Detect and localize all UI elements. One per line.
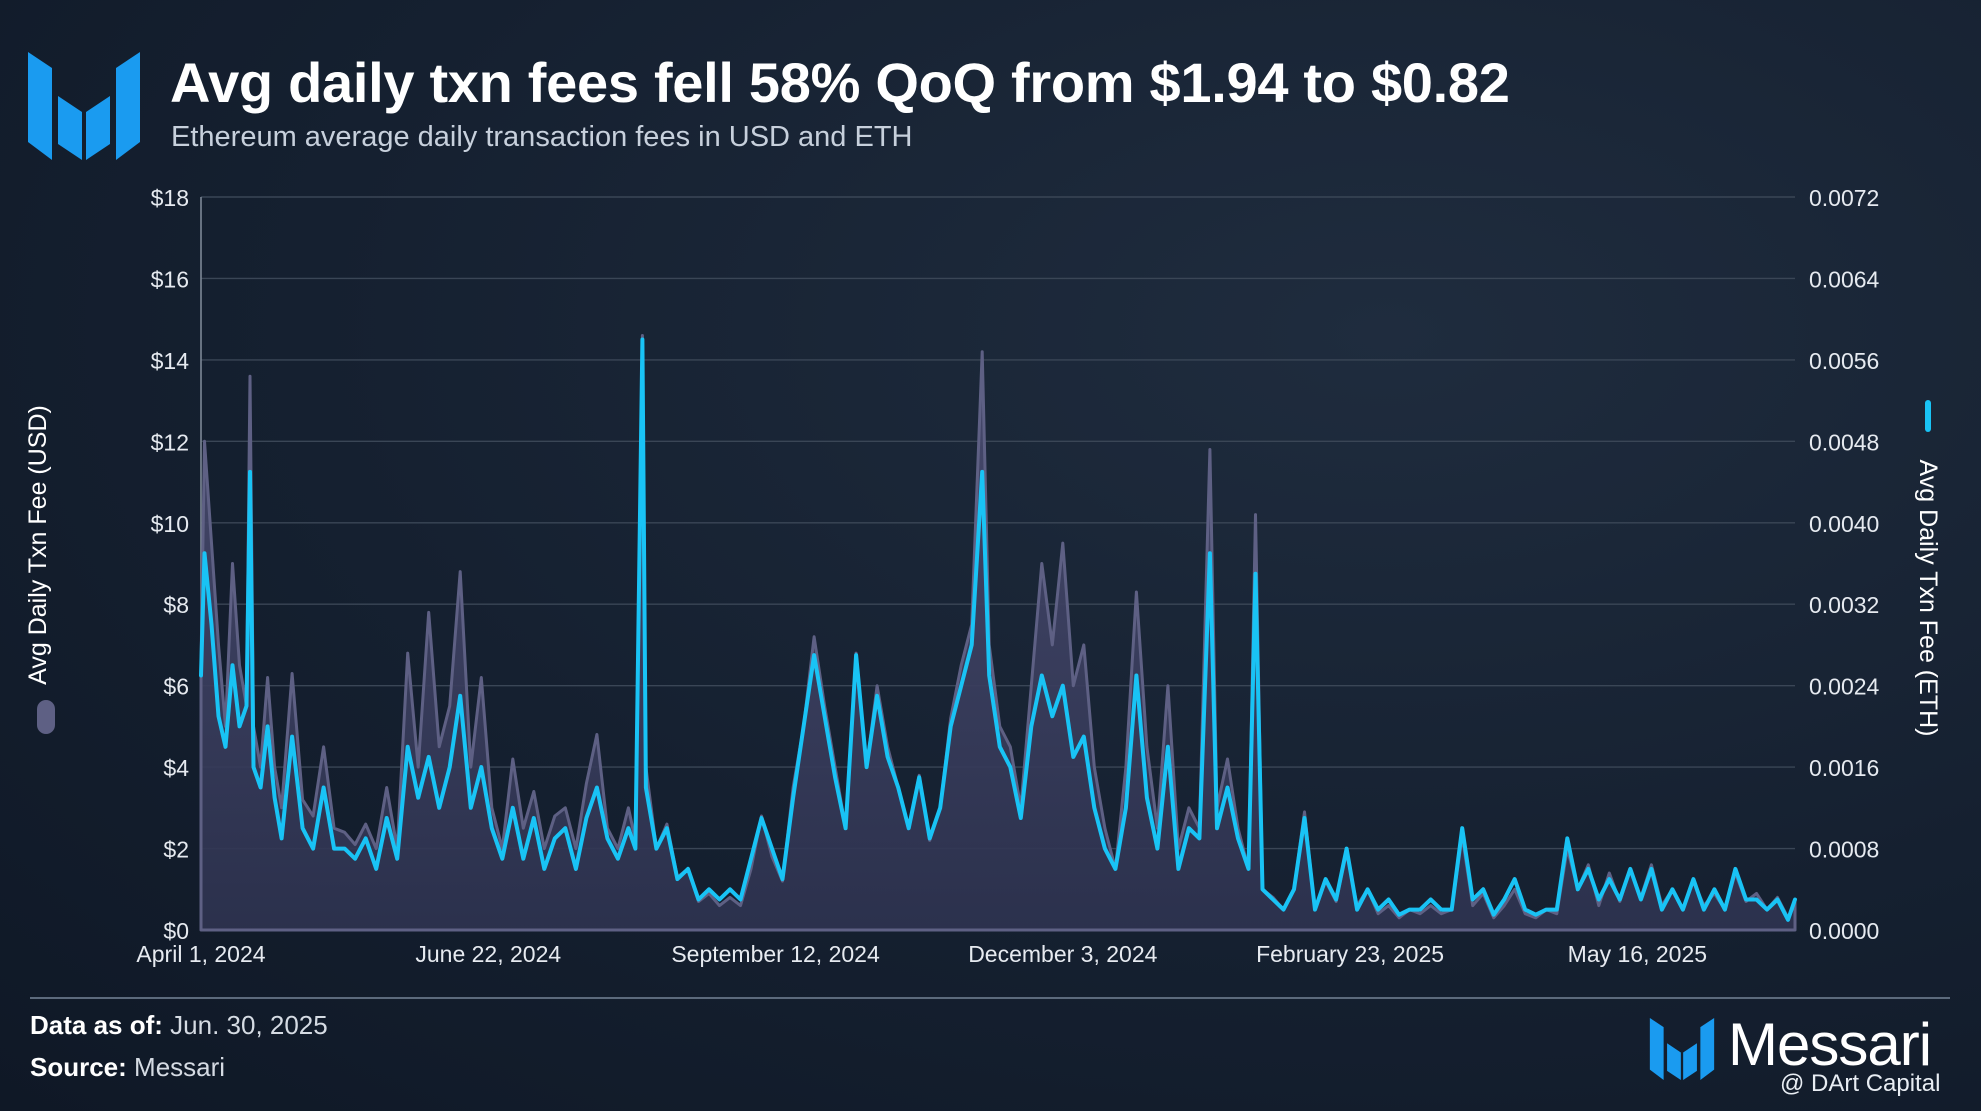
y-tick-label-left: $0 xyxy=(163,918,189,944)
y-tick-label-right: 0.0016 xyxy=(1809,755,1879,781)
logo-bar-left xyxy=(28,52,52,160)
y-tick-label-right: 0.0008 xyxy=(1809,837,1879,863)
chart-title: Avg daily txn fees fell 58% QoQ from $1.… xyxy=(170,51,1510,114)
y-tick-label-left: $8 xyxy=(163,592,189,618)
x-tick-label: September 12, 2024 xyxy=(671,941,880,967)
logo-bar-mid-right xyxy=(86,96,110,160)
source-value: Messari xyxy=(134,1052,226,1082)
y-tick-label-left: $16 xyxy=(151,266,189,292)
y-tick-label-left: $6 xyxy=(163,674,189,700)
y-tick-label-right: 0.0032 xyxy=(1809,592,1879,618)
x-tick-label: May 16, 2025 xyxy=(1568,941,1707,967)
legend-marker-usd xyxy=(37,700,55,734)
y-tick-label-right: 0.0048 xyxy=(1809,429,1879,455)
messari-logo-icon xyxy=(28,52,140,160)
y-axis-title-left: Avg Daily Txn Fee (USD) xyxy=(24,405,52,685)
messari-brand-icon xyxy=(1649,1018,1715,1080)
y-tick-label-left: $4 xyxy=(163,755,189,781)
y-tick-label-right: 0.0040 xyxy=(1809,511,1879,537)
y-tick-label-left: $12 xyxy=(151,429,189,455)
y-tick-label-left: $2 xyxy=(163,837,189,863)
y-tick-label-left: $18 xyxy=(151,185,189,211)
y-tick-label-right: 0.0056 xyxy=(1809,348,1879,374)
y-tick-label-right: 0.0000 xyxy=(1809,918,1879,944)
footer-divider xyxy=(30,997,1950,999)
y-tick-label-right: 0.0024 xyxy=(1809,674,1880,700)
source-label: Source: xyxy=(30,1052,127,1082)
legend-marker-eth xyxy=(1925,400,1931,432)
logo-bar-mid-left xyxy=(58,96,82,160)
usd-series-area xyxy=(199,334,1797,932)
x-tick-label: February 23, 2025 xyxy=(1256,941,1444,967)
chart-subtitle: Ethereum average daily transaction fees … xyxy=(171,121,913,153)
data-as-of: Data as of: Jun. 30, 2025 xyxy=(30,1010,328,1041)
source-line: Source: Messari xyxy=(30,1052,225,1083)
x-tick-label: December 3, 2024 xyxy=(968,941,1157,967)
logo-bar-right xyxy=(116,52,140,160)
y-tick-label-right: 0.0072 xyxy=(1809,185,1879,211)
watermark-text: @ DArt Capital xyxy=(1780,1070,1941,1097)
data-as-of-value: Jun. 30, 2025 xyxy=(170,1010,328,1040)
y-tick-label-right: 0.0064 xyxy=(1809,266,1880,292)
y-tick-label-left: $10 xyxy=(151,511,189,537)
data-as-of-label: Data as of: xyxy=(30,1010,163,1040)
eth-series-line xyxy=(199,337,1797,922)
fee-chart: $0 0.0000 $2 0.0008 $4 0.0016 $6 0.0024 $8 0.0032… xyxy=(24,185,1942,967)
x-tick-label: June 22, 2024 xyxy=(415,941,561,967)
x-tick-label: April 1, 2024 xyxy=(136,941,265,967)
y-axis-title-right: Avg Daily Txn Fee (ETH) xyxy=(1914,460,1942,737)
y-tick-label-left: $14 xyxy=(151,348,190,374)
brand-name: Messari xyxy=(1728,1011,1932,1078)
